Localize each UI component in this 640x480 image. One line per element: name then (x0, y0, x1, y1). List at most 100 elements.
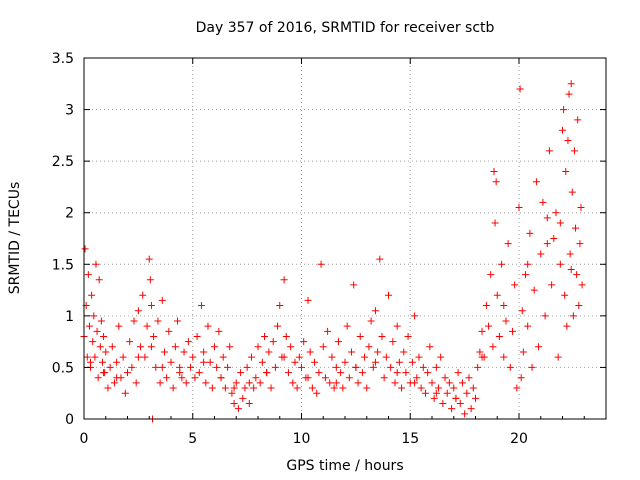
data-point (81, 245, 89, 253)
data-point (439, 400, 447, 408)
data-point (158, 296, 166, 304)
data-point (348, 348, 356, 356)
data-point (356, 332, 364, 340)
data-point (115, 322, 123, 330)
data-point (245, 379, 253, 387)
data-point (243, 363, 251, 371)
data-point (204, 322, 212, 330)
data-point (519, 348, 527, 356)
data-point (352, 363, 360, 371)
data-point (100, 332, 108, 340)
data-point (411, 379, 419, 387)
data-point (489, 343, 497, 351)
data-point (289, 379, 297, 387)
data-point (498, 260, 506, 268)
data-point (88, 291, 96, 299)
data-point (504, 240, 512, 248)
data-point (565, 90, 573, 98)
data-point (487, 271, 495, 279)
data-point (304, 374, 312, 382)
data-point (94, 374, 102, 382)
data-point (313, 389, 321, 397)
data-point (252, 374, 260, 382)
data-point (515, 204, 523, 212)
data-point (398, 384, 406, 392)
data-point (232, 379, 240, 387)
data-point (567, 80, 575, 88)
data-point (306, 348, 314, 356)
data-point (332, 379, 340, 387)
data-point (411, 312, 419, 320)
data-point (526, 229, 534, 237)
data-point (276, 302, 284, 310)
data-point (506, 363, 514, 371)
data-point (91, 353, 99, 361)
data-point (132, 379, 140, 387)
data-point (247, 353, 255, 361)
data-point (341, 358, 349, 366)
data-point (391, 379, 399, 387)
data-point (508, 327, 516, 335)
data-point (126, 338, 134, 346)
data-point (113, 374, 121, 382)
data-point (463, 389, 471, 397)
data-point (385, 291, 392, 299)
x-axis-label: GPS time / hours (286, 458, 403, 474)
data-point (554, 353, 562, 361)
data-point (454, 369, 462, 377)
data-point (380, 374, 388, 382)
data-point (574, 116, 582, 124)
data-point (567, 265, 575, 273)
data-point (354, 379, 362, 387)
data-point (263, 369, 271, 377)
data-point (267, 384, 275, 392)
data-point (147, 302, 155, 310)
data-point (195, 369, 203, 377)
x-tick-label: 10 (293, 431, 311, 447)
data-point (469, 384, 477, 392)
data-point (119, 353, 127, 361)
data-point (522, 271, 530, 279)
data-point (404, 332, 412, 340)
data-point (308, 384, 316, 392)
y-tick-label: 3.5 (52, 51, 74, 67)
data-point (250, 384, 258, 392)
data-point (577, 204, 585, 212)
data-point (258, 358, 266, 366)
data-point (524, 322, 532, 330)
data-point (492, 178, 500, 186)
data-point (490, 167, 498, 175)
data-point (435, 384, 443, 392)
data-point (432, 363, 440, 371)
data-point (537, 250, 545, 258)
data-point (95, 276, 103, 284)
data-point (337, 369, 345, 377)
data-point (478, 353, 486, 361)
data-point (226, 343, 234, 351)
data-point (98, 358, 106, 366)
data-point (241, 384, 249, 392)
data-point (152, 363, 160, 371)
data-point (83, 353, 91, 361)
data-point (485, 322, 493, 330)
y-tick-label: 2 (65, 206, 74, 222)
data-point (141, 353, 149, 361)
data-point (378, 332, 386, 340)
x-tick-label: 15 (401, 431, 419, 447)
data-point (293, 384, 301, 392)
data-point (543, 240, 551, 248)
data-point (137, 343, 145, 351)
data-point (213, 363, 221, 371)
data-point (274, 322, 282, 330)
data-point (532, 178, 540, 186)
data-point (206, 358, 214, 366)
data-point (562, 167, 570, 175)
data-point (187, 363, 195, 371)
data-point (428, 379, 436, 387)
data-point (465, 374, 473, 382)
x-tick-label: 0 (80, 431, 89, 447)
data-point (319, 343, 327, 351)
data-point (570, 147, 578, 155)
data-point (345, 374, 353, 382)
data-point (556, 260, 564, 268)
